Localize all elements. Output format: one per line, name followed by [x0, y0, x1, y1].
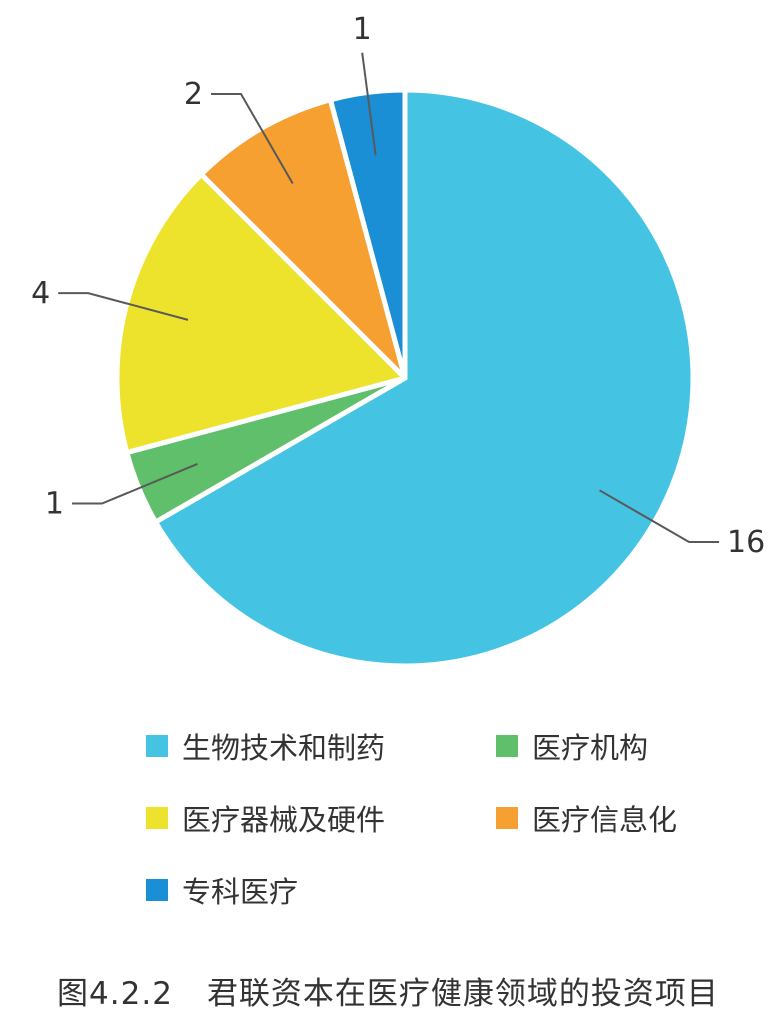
data-label-devices: 4	[31, 276, 50, 311]
legend-label-health-it: 医疗信息化	[532, 803, 678, 837]
legend-item-specialty: 专科医疗	[146, 869, 298, 911]
legend-swatch-devices	[146, 807, 168, 829]
data-label-specialty: 1	[353, 12, 372, 47]
legend-label-devices: 医疗器械及硬件	[182, 803, 386, 837]
leader-line-medical-institutions	[71, 463, 198, 505]
figure-number: 图4.2.2	[57, 976, 173, 1012]
data-label-medical-institutions: 1	[45, 487, 64, 522]
legend-item-biotech: 生物技术和制药	[146, 725, 385, 767]
legend-label-medical-institutions: 医疗机构	[532, 731, 649, 765]
leader-line-specialty	[361, 52, 377, 156]
legend-swatch-medical-institutions	[496, 735, 518, 757]
figure-caption: 图4.2.2 君联资本在医疗健康领域的投资项目	[0, 968, 776, 1013]
pie-chart: 16 1 4 2 1	[31, 11, 766, 666]
legend-swatch-biotech	[146, 735, 168, 757]
leader-line-devices	[58, 292, 189, 321]
legend-item-devices: 医疗器械及硬件	[146, 797, 385, 839]
legend-item-health-it: 医疗信息化	[496, 797, 677, 839]
leader-line-health-it	[211, 92, 294, 184]
legend-label-biotech: 生物技术和制药	[182, 731, 386, 765]
figure-title: 君联资本在医疗健康领域的投资项目	[206, 976, 719, 1012]
data-label-biotech: 16	[727, 525, 765, 560]
leader-line-biotech	[599, 489, 720, 543]
legend-item-medical-institutions: 医疗机构	[496, 725, 648, 767]
legend-label-specialty: 专科医疗	[182, 875, 299, 909]
legend-swatch-specialty	[146, 879, 168, 901]
legend-swatch-health-it	[496, 807, 518, 829]
data-label-health-it: 2	[184, 77, 203, 112]
